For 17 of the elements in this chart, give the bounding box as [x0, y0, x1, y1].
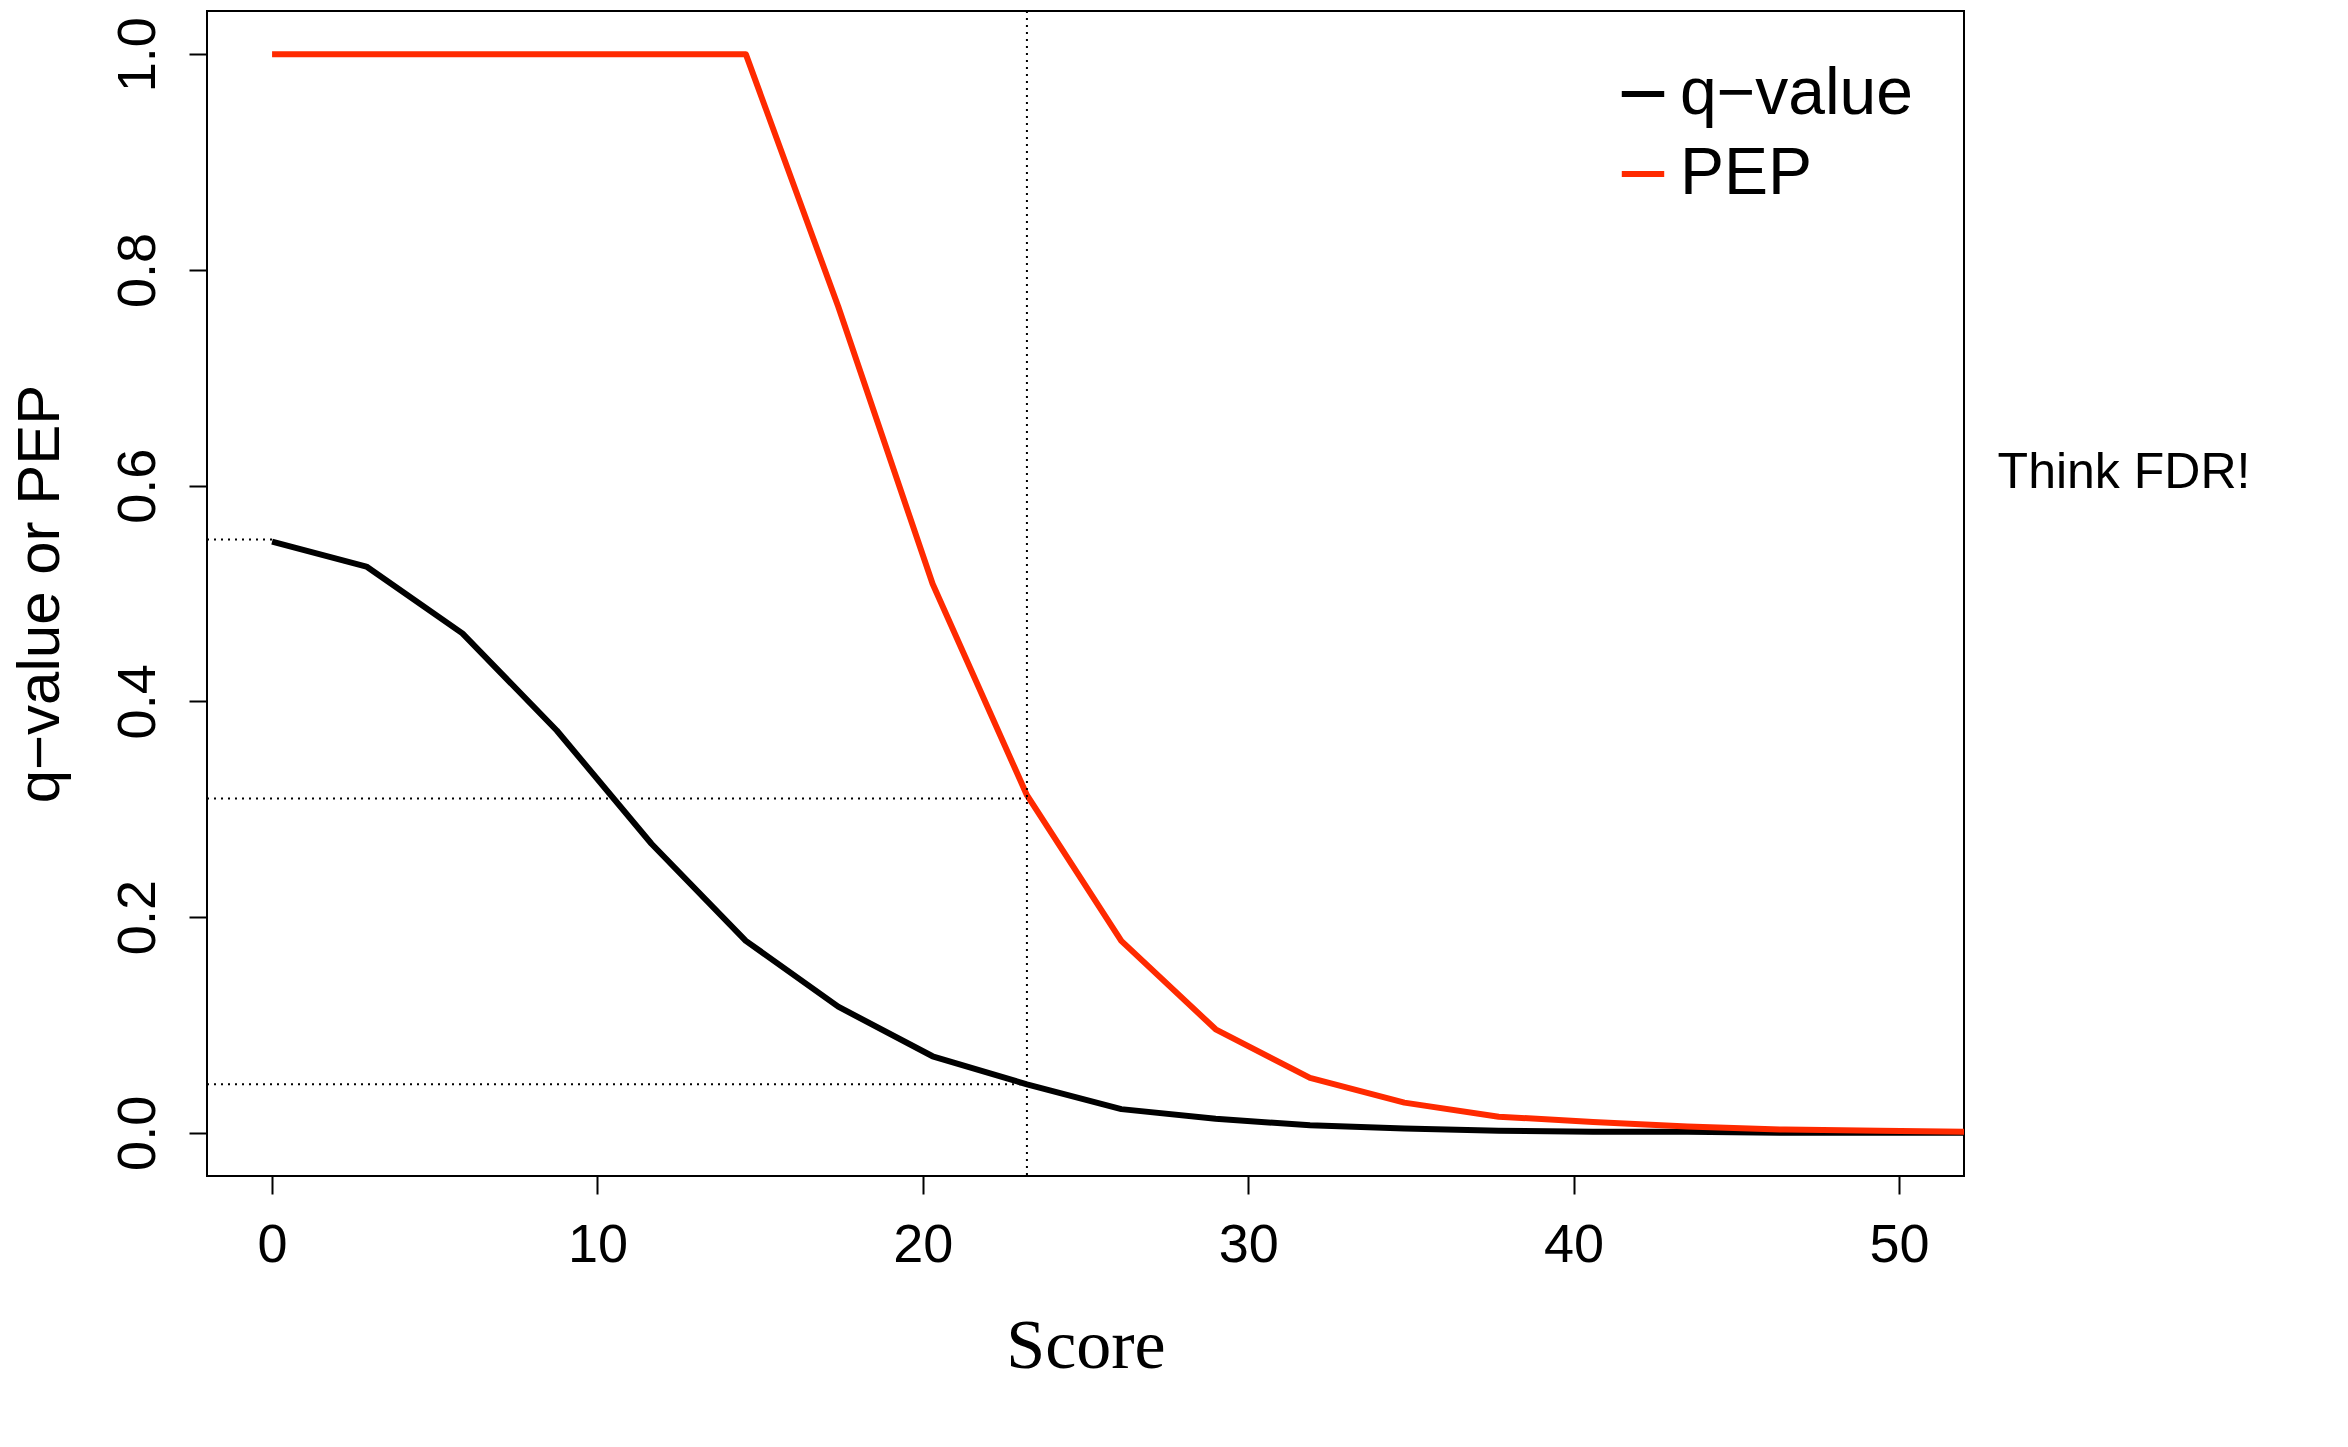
x-tick-label: 10 [567, 1212, 628, 1273]
x-tick-label: 30 [1218, 1212, 1279, 1273]
legend-label: q−value [1680, 54, 1914, 128]
x-tick-label: 0 [257, 1212, 288, 1273]
legend-label: PEP [1680, 134, 1813, 208]
y-tick-label: 1.0 [105, 17, 166, 93]
y-tick-label: 0.6 [105, 448, 166, 524]
y-tick-label: 0.4 [105, 664, 166, 740]
y-axis-title: q−value or PEP [4, 384, 72, 804]
x-tick-label: 40 [1544, 1212, 1605, 1273]
y-tick-label: 0.0 [105, 1095, 166, 1171]
y-tick-label: 0.2 [105, 880, 166, 956]
text: Think FDR! [1997, 443, 2251, 499]
y-tick-label: 0.8 [105, 232, 166, 308]
x-tick-label: 50 [1869, 1212, 1930, 1273]
x-axis-title: Score [1006, 1305, 1166, 1383]
x-tick-label: 20 [893, 1212, 954, 1273]
